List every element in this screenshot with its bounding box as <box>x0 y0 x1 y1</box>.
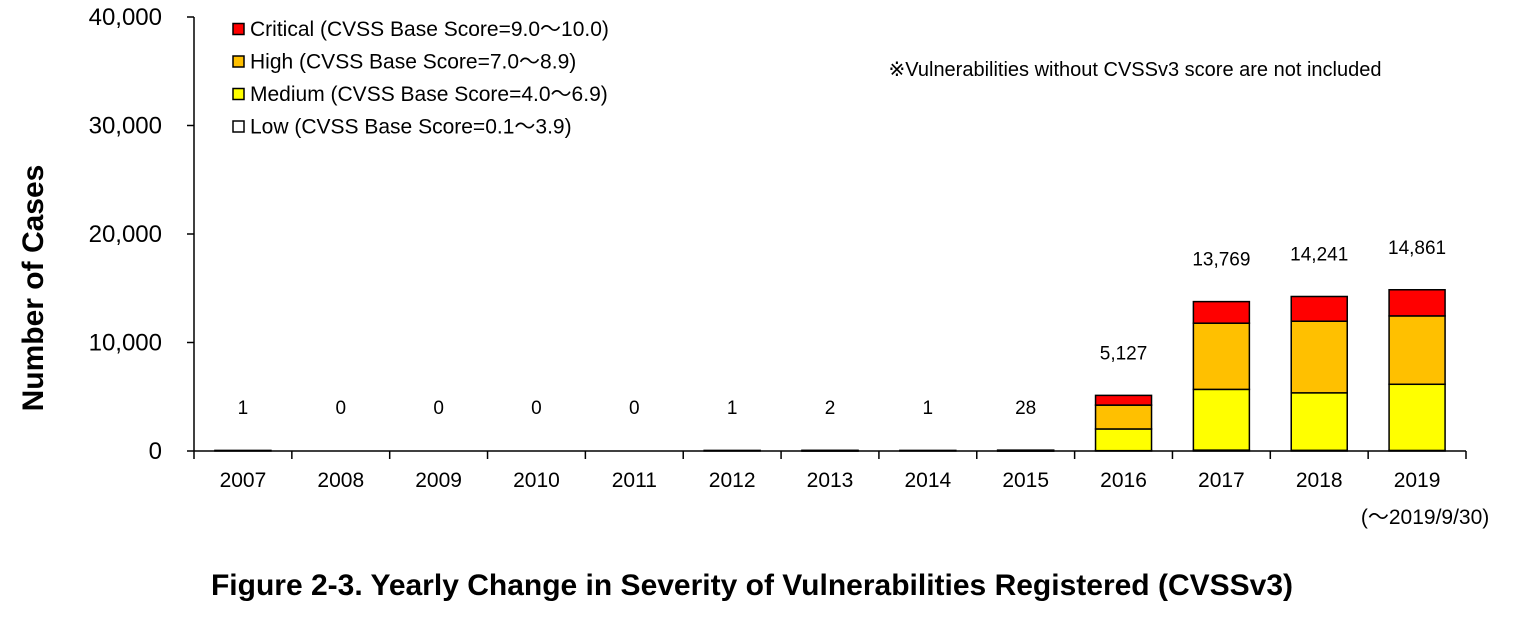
x-tick-label: 2015 <box>1002 469 1049 492</box>
bar-segment <box>1192 322 1251 391</box>
bar-segment <box>899 449 957 452</box>
total-data-label: 1 <box>238 398 249 419</box>
bar-segment <box>1094 394 1153 406</box>
y-tick-label: 30,000 <box>89 113 162 140</box>
legend-swatch <box>232 120 245 133</box>
total-data-label: 0 <box>531 398 542 419</box>
x-tick-label: 2018 <box>1296 469 1343 492</box>
bar-segment <box>1094 404 1153 430</box>
x-tick-label: 2010 <box>513 469 560 492</box>
x-tick-label: 2014 <box>904 469 951 492</box>
bars <box>214 289 1446 452</box>
y-tick-label: 40,000 <box>89 4 162 31</box>
y-tick-label: 20,000 <box>89 221 162 248</box>
y-axis-label: Number of Cases <box>17 165 50 412</box>
bar-segment <box>703 449 761 452</box>
total-data-label: 1 <box>727 398 738 419</box>
total-data-label: 14,241 <box>1290 244 1348 265</box>
y-tick-label: 10,000 <box>89 330 162 357</box>
x-tick-label: 2016 <box>1100 469 1147 492</box>
bar-segment <box>214 449 272 452</box>
legend-label: Low (CVSS Base Score=0.1～3.9) <box>250 116 572 139</box>
x-tick-label: 2017 <box>1198 469 1245 492</box>
bar-segment <box>801 449 859 452</box>
bar-segment <box>996 449 1055 452</box>
total-data-label: 1 <box>923 398 934 419</box>
total-data-label: 28 <box>1015 398 1036 419</box>
legend-swatch <box>232 22 245 36</box>
y-axis: 0 10,000 20,000 30,000 40,000 <box>89 4 195 465</box>
total-data-label: 0 <box>335 398 346 419</box>
annotation-note: ※Vulnerabilities without CVSSv3 score ar… <box>889 59 1382 81</box>
x-tick-label: 2008 <box>317 469 364 492</box>
total-data-label: 0 <box>433 398 444 419</box>
total-data-label: 5,127 <box>1100 343 1148 364</box>
total-labels: 1 0 0 0 0 1 2 1 28 5,127 13,769 14,241 14,861 <box>238 238 1447 419</box>
bar-segment <box>1290 295 1348 322</box>
bar-segment <box>1388 315 1446 386</box>
x-tick-label: 2019 <box>1394 469 1441 492</box>
bar-segment <box>1290 392 1348 452</box>
bar-segment <box>1388 383 1446 452</box>
bar-segment <box>1388 289 1446 317</box>
bar-segment <box>1192 388 1251 451</box>
legend-label: Medium (CVSS Base Score=4.0～6.9) <box>250 83 608 106</box>
x-axis: 2007 2008 2009 2010 2011 2012 2013 2014 2015 2016… <box>193 450 1489 529</box>
x-tick-label: 2009 <box>415 469 462 492</box>
legend-swatch <box>232 55 245 68</box>
legend-label: Critical (CVSS Base Score=9.0～10.0) <box>250 18 609 41</box>
total-data-label: 13,769 <box>1192 250 1250 271</box>
legend: Critical (CVSS Base Score=9.0～10.0) High … <box>232 18 609 139</box>
bar-segment <box>1290 320 1348 394</box>
x-tick-label: 2007 <box>220 469 267 492</box>
x-tick-label: 2012 <box>709 469 756 492</box>
y-tick-label: 0 <box>149 438 162 465</box>
bar-segment <box>1094 428 1153 452</box>
bar-segment <box>1192 300 1251 324</box>
legend-swatch <box>232 87 245 101</box>
x-tick-label: 2011 <box>612 469 657 492</box>
total-data-label: 2 <box>825 398 836 419</box>
total-data-label: 0 <box>629 398 640 419</box>
chart-title: Figure 2-3. Yearly Change in Severity of… <box>211 569 1293 602</box>
legend-label: High (CVSS Base Score=7.0～8.9) <box>250 51 576 74</box>
x-tick-label: 2013 <box>807 469 854 492</box>
x-tick-sublabel: (～2019/9/30) <box>1361 506 1489 529</box>
total-data-label: 14,861 <box>1388 238 1446 259</box>
